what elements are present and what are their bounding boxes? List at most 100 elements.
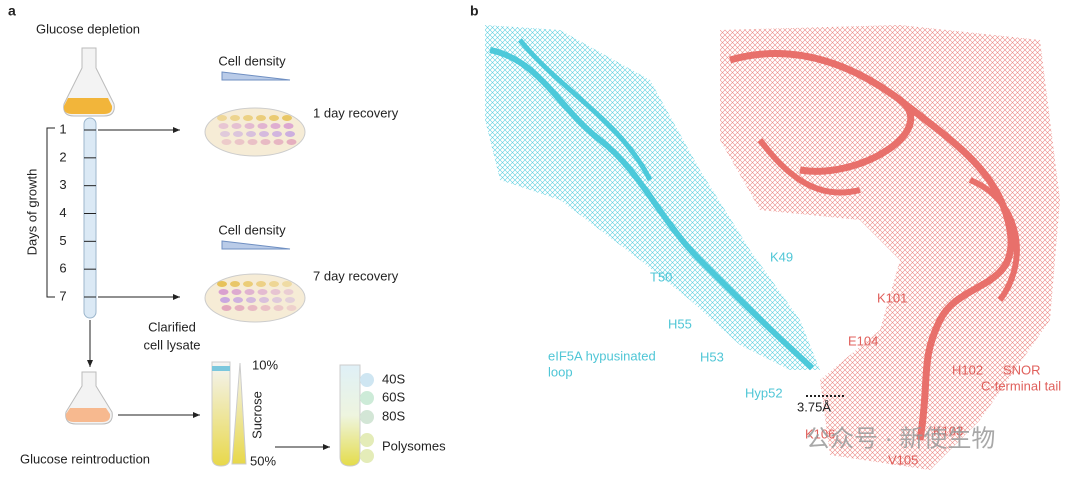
well: [230, 281, 240, 287]
day-label: 5: [59, 233, 66, 248]
caption: loop: [548, 364, 573, 379]
well: [244, 123, 255, 129]
growth-tube: [83, 117, 97, 319]
day-label: 4: [59, 205, 66, 220]
caption: C-terminal tail: [981, 378, 1061, 393]
gradient-label: Sucrose: [249, 391, 264, 439]
residue-label: K106: [805, 426, 835, 441]
residue-label: H55: [668, 316, 692, 331]
residue-label: K103: [933, 423, 963, 438]
flask: [63, 47, 115, 117]
well: [233, 297, 243, 303]
plate: [204, 107, 306, 157]
well: [285, 297, 295, 303]
residue-label: K49: [770, 249, 793, 264]
residue-label: H53: [700, 349, 724, 364]
well: [282, 281, 292, 287]
well: [272, 297, 282, 303]
well: [256, 115, 266, 121]
fraction-label: 80S: [382, 408, 405, 423]
flask: [65, 371, 113, 425]
well: [286, 139, 297, 145]
residue-label: K101: [877, 290, 907, 305]
well: [218, 123, 229, 129]
panel-label: a: [8, 3, 16, 19]
day-label: 1: [59, 121, 66, 136]
caption: eIF5A hypusinated: [548, 348, 656, 363]
residue-label: E104: [848, 333, 878, 348]
well: [286, 305, 297, 311]
well: [243, 281, 253, 287]
gradient-top: 10%: [252, 357, 278, 372]
panel-a: a Glucose depletion Days of growth 1 2 3 4 5…: [8, 3, 446, 469]
well: [260, 139, 271, 145]
fraction-label: 40S: [382, 371, 405, 386]
well: [218, 289, 229, 295]
well: [246, 131, 256, 137]
well: [230, 115, 240, 121]
red-backbone: [757, 138, 1020, 302]
title: Glucose depletion: [36, 21, 140, 36]
fraction-label: Polysomes: [382, 438, 446, 453]
title: Glucose reintroduction: [20, 451, 150, 466]
well: [234, 139, 245, 145]
well: [247, 305, 258, 311]
watermark: 公众号 · 新使生物: [806, 425, 995, 452]
well: [273, 305, 284, 311]
bracket: [46, 127, 55, 298]
well: [269, 281, 279, 287]
panel-b: b K49 T50 H55 H53 Hyp52 3.75Å eIF5A hypu…: [470, 3, 1061, 470]
density-label: Cell density: [218, 53, 286, 68]
lysate-layer: [212, 366, 230, 371]
well: [231, 289, 242, 295]
plate: [204, 273, 306, 323]
panel-label: b: [470, 3, 479, 19]
well: [256, 281, 266, 287]
gradient-tube: [211, 361, 231, 467]
well: [283, 289, 294, 295]
well: [247, 139, 258, 145]
density-label: Cell density: [218, 222, 286, 237]
day-label: 7: [59, 288, 66, 303]
well: [283, 123, 294, 129]
caption: SNOR: [1003, 362, 1041, 377]
well: [282, 115, 292, 121]
well: [273, 139, 284, 145]
day-label: 3: [59, 177, 66, 192]
well: [259, 131, 269, 137]
recovery-label: 1 day recovery: [313, 105, 399, 120]
density-wedge: [221, 71, 291, 81]
well: [259, 297, 269, 303]
cyan-backbone: [518, 38, 653, 182]
red-backbone: [729, 50, 1015, 441]
well: [270, 289, 281, 295]
well: [217, 281, 227, 287]
residue-label: H102: [952, 362, 983, 377]
well: [234, 305, 245, 311]
axis-label: Days of growth: [24, 169, 39, 256]
well: [221, 305, 232, 311]
gradient-bottom: 50%: [250, 453, 276, 468]
well: [257, 289, 268, 295]
well: [243, 115, 253, 121]
lysate-label: Clarified: [148, 319, 196, 334]
day-label: 6: [59, 261, 66, 276]
well: [285, 131, 295, 137]
well: [220, 131, 230, 137]
cyan-backbone: [489, 47, 815, 371]
well: [260, 305, 271, 311]
fraction-tube: [339, 364, 361, 467]
particles: [360, 373, 374, 463]
well: [269, 115, 279, 121]
well: [220, 297, 230, 303]
density-wedge: [221, 240, 291, 250]
residue-label: T50: [650, 269, 672, 284]
recovery-label: 7 day recovery: [313, 268, 399, 283]
well: [231, 123, 242, 129]
fraction-label: 60S: [382, 389, 405, 404]
well: [233, 131, 243, 137]
residue-label: V105: [888, 452, 918, 467]
well: [246, 297, 256, 303]
well: [257, 123, 268, 129]
